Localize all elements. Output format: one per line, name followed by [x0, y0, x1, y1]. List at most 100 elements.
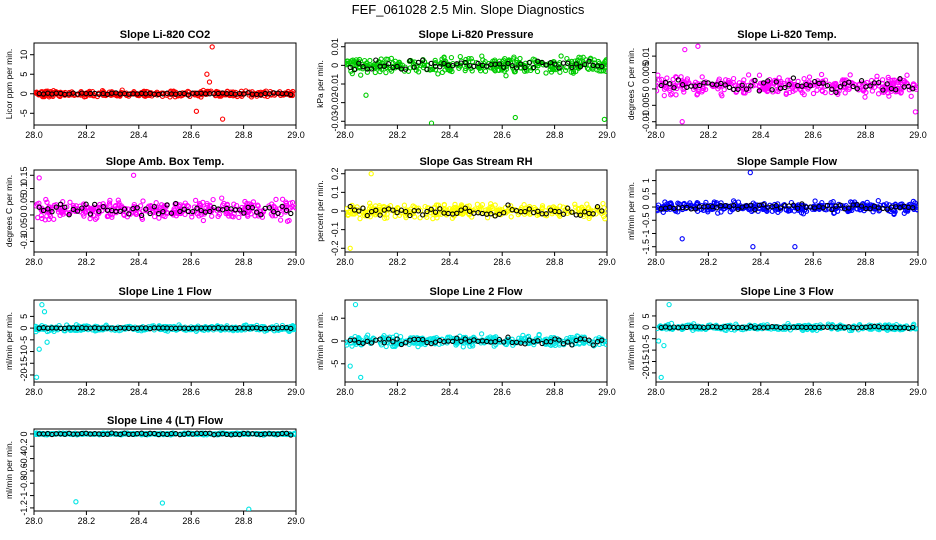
data-point: [44, 431, 50, 438]
data-point: [785, 323, 791, 329]
x-tick-label: 29.0: [909, 257, 927, 267]
data-point: [121, 212, 127, 218]
mean-point: [658, 82, 664, 89]
data-point: [345, 60, 351, 67]
data-point: [656, 72, 661, 78]
mean-point: [743, 325, 750, 331]
data-point: [146, 203, 152, 209]
data-point: [908, 93, 914, 99]
points-layer: [656, 170, 918, 250]
mean-point: [271, 209, 277, 215]
mean-point: [867, 206, 873, 212]
data-point: [801, 91, 807, 98]
outlier-point: [39, 302, 45, 308]
data-point: [401, 202, 408, 208]
y-axis-label: degrees C per min.: [626, 48, 636, 120]
data-point: [119, 87, 125, 93]
data-point: [378, 56, 384, 62]
panel-title: Slope Line 2 Flow: [430, 286, 523, 298]
data-point: [492, 68, 498, 74]
data-point: [364, 336, 371, 342]
mean-point: [475, 60, 481, 67]
outlier-point: [246, 506, 252, 511]
data-point: [515, 62, 521, 68]
mean-point: [381, 63, 387, 69]
y-axis-label: Licor ppm per min.: [4, 49, 14, 119]
mean-point: [807, 83, 814, 89]
points-layer: [345, 53, 607, 125]
data-point: [210, 196, 216, 203]
data-point: [539, 203, 546, 209]
data-point: [345, 342, 350, 348]
x-tick-label: 28.8: [857, 130, 875, 140]
data-point: [226, 213, 232, 219]
data-point: [257, 90, 263, 97]
x-tick-label: 28.0: [647, 130, 665, 140]
mean-point: [83, 201, 89, 207]
mean-point: [696, 82, 703, 89]
panels: Slope Li-820 CO2 28.0 28.2 28.4 28.6 28.8 29.0…: [4, 29, 927, 526]
mean-point: [117, 208, 123, 214]
x-tick-label: 28.4: [130, 516, 148, 526]
y-tick-label: -0.1: [330, 222, 340, 238]
data-point: [656, 88, 660, 94]
data-point: [812, 198, 818, 204]
data-point: [842, 90, 848, 96]
data-point: [427, 67, 433, 73]
data-point: [140, 324, 146, 330]
data-point: [435, 71, 441, 77]
mean-point: [552, 61, 558, 67]
mean-point: [437, 64, 443, 70]
mean-point: [394, 63, 400, 70]
data-point: [801, 76, 807, 82]
mean-point: [198, 207, 204, 214]
x-tick-label: 28.2: [389, 387, 407, 397]
data-point: [44, 213, 50, 219]
chart-panel-p8: Slope Line 2 Flow 28.0 28.2 28.4 28.6 28.8 29.…: [315, 286, 616, 397]
outlier-point: [347, 363, 353, 369]
x-tick-label: 28.0: [336, 257, 354, 267]
mean-point: [437, 206, 443, 212]
y-tick-label: 0: [19, 91, 29, 96]
mean-point: [283, 430, 290, 436]
data-point: [432, 60, 438, 67]
data-point: [34, 430, 39, 437]
mean-point: [667, 81, 673, 87]
x-tick-label: 28.8: [546, 257, 564, 267]
data-point: [485, 206, 491, 212]
mean-point: [543, 62, 549, 68]
mean-point: [79, 205, 85, 211]
data-point: [600, 200, 606, 207]
data-point: [536, 331, 542, 338]
data-point: [879, 77, 886, 83]
data-point: [140, 198, 146, 204]
mean-point: [760, 202, 767, 208]
mean-point: [846, 205, 852, 211]
mean-point: [407, 212, 413, 219]
mean-point: [432, 209, 439, 215]
mean-point: [569, 64, 575, 70]
data-point: [469, 58, 476, 65]
data-point: [429, 66, 436, 72]
y-tick-label: -0.1: [19, 234, 29, 250]
data-point: [94, 215, 100, 221]
chart-panel-p4: Slope Amb. Box Temp. 28.0 28.2 28.4 28.6 28.8…: [4, 156, 305, 267]
data-point: [709, 206, 715, 213]
mean-point: [586, 337, 592, 343]
outlier-point: [73, 499, 79, 505]
data-point: [575, 206, 581, 213]
data-point: [492, 202, 498, 208]
mean-point: [190, 208, 196, 215]
data-point: [879, 80, 885, 87]
data-point: [699, 89, 705, 95]
y-tick-label: 0: [19, 326, 29, 331]
mean-point: [501, 64, 507, 70]
data-point: [664, 75, 670, 81]
mean-point: [288, 91, 294, 98]
x-tick-label: 28.0: [336, 387, 354, 397]
outlier-point: [368, 171, 374, 177]
data-point: [741, 77, 747, 83]
y-tick-label: -0.02: [330, 92, 340, 113]
outlier-point: [658, 374, 664, 381]
y-tick-label: 5: [330, 316, 340, 321]
